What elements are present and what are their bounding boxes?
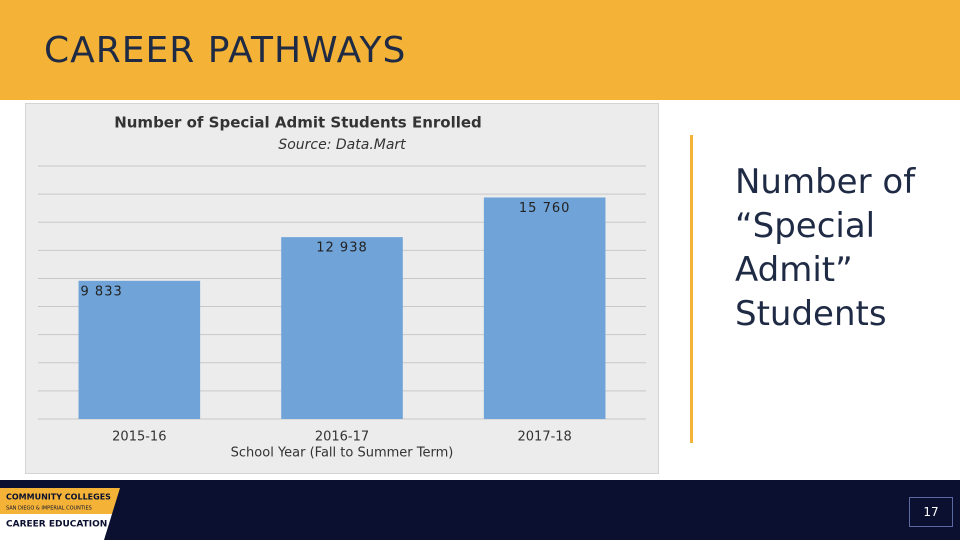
chart-subtitle: Source: Data.Mart <box>278 137 406 153</box>
data-label: 15 760 <box>519 201 571 216</box>
x-tick-label: 2015-16 <box>112 430 166 445</box>
page-number: 17 <box>909 497 953 527</box>
chart: Number of Special Admit Students Enrolle… <box>38 114 646 461</box>
logo-text: SAN DIEGO & IMPERIAL COUNTIES <box>6 506 92 512</box>
logo-text: COMMUNITY COLLEGES <box>6 493 111 502</box>
logo-band <box>0 514 112 540</box>
header-bar <box>0 0 960 100</box>
x-tick-label: 2017-18 <box>518 430 572 445</box>
data-label: 12 938 <box>316 241 368 256</box>
logo-band <box>0 488 120 514</box>
x-tick-label: 2016-17 <box>315 430 369 445</box>
chart-title: Number of Special Admit Students Enrolle… <box>114 114 482 132</box>
logo: COMMUNITY COLLEGES SAN DIEGO & IMPERIAL … <box>0 488 120 540</box>
chart-box: Number of Special Admit Students Enrolle… <box>25 103 659 474</box>
bar <box>78 280 201 419</box>
side-text: Number of “Special Admit” Students <box>735 162 916 334</box>
divider <box>690 135 693 443</box>
bar <box>281 237 403 419</box>
footer <box>0 480 960 540</box>
x-axis-label: School Year (Fall to Summer Term) <box>231 446 454 461</box>
logo-text: CAREER EDUCATION <box>6 520 107 530</box>
bar <box>483 197 606 419</box>
slide-title: CAREER PATHWAYS <box>44 30 407 71</box>
data-label: 9 833 <box>81 284 123 299</box>
